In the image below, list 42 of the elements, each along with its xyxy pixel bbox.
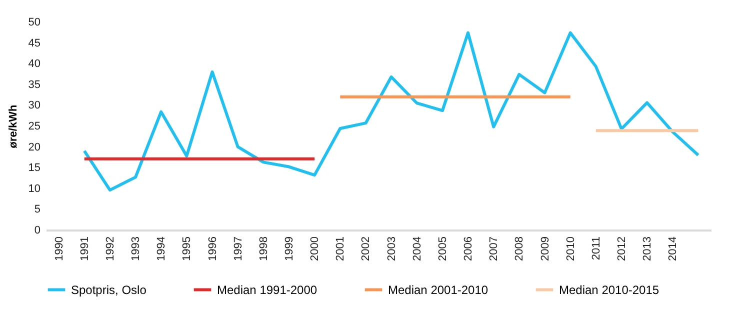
x-tick-label: 2005 [436,236,449,261]
x-tick-label: 2003 [386,236,398,261]
y-axis-title: øre/kWh [7,104,20,148]
x-tick-label: 2006 [462,236,475,261]
y-tick-label: 0 [34,224,40,236]
x-tick-label: 1991 [78,236,91,261]
x-tick-label: 2002 [360,236,372,261]
x-tick-label: 1997 [232,236,244,261]
y-tick-label: 25 [28,120,40,132]
legend-label: Median 1991-2000 [217,282,318,297]
x-tick-label: 1995 [181,236,194,261]
y-tick-label: 45 [28,37,40,50]
x-tick-label: 2008 [514,236,526,261]
y-tick-label: 40 [28,58,40,70]
y-tick-label: 20 [28,141,40,154]
x-tick-label: 2011 [590,236,602,260]
y-tick-label: 5 [34,204,40,216]
legend-label: Spotpris, Oslo [71,282,147,297]
y-tick-label: 35 [28,78,40,91]
legend-label: Median 2010-2015 [559,282,660,297]
x-tick-label: 1996 [206,236,219,261]
x-tick-label: 1994 [156,236,168,261]
x-tick-label: 2001 [334,236,347,261]
x-tick-label: 2009 [539,236,552,261]
y-tick-label: 15 [28,162,40,174]
x-tick-label: 2000 [309,236,322,261]
line-series [82,31,700,192]
x-tick-label: 2014 [667,236,680,261]
y-tick-label: 10 [28,182,40,195]
x-tick-label: 2012 [616,236,628,261]
x-tick-label: 1998 [258,236,270,261]
x-tick-label: 2004 [411,236,424,261]
x-tick-label: 1993 [130,236,142,261]
x-tick-label: 1992 [104,236,116,261]
y-tick-label: 30 [28,100,40,112]
x-tick-label: 2010 [564,236,577,261]
x-tick-label: 1999 [283,236,296,261]
x-tick-label: 2007 [488,236,500,261]
x-tick-label: 2013 [642,236,654,261]
x-tick-label: 1990 [53,236,66,261]
y-tick-label: 50 [28,16,40,28]
legend-label: Median 2001-2010 [388,282,488,297]
